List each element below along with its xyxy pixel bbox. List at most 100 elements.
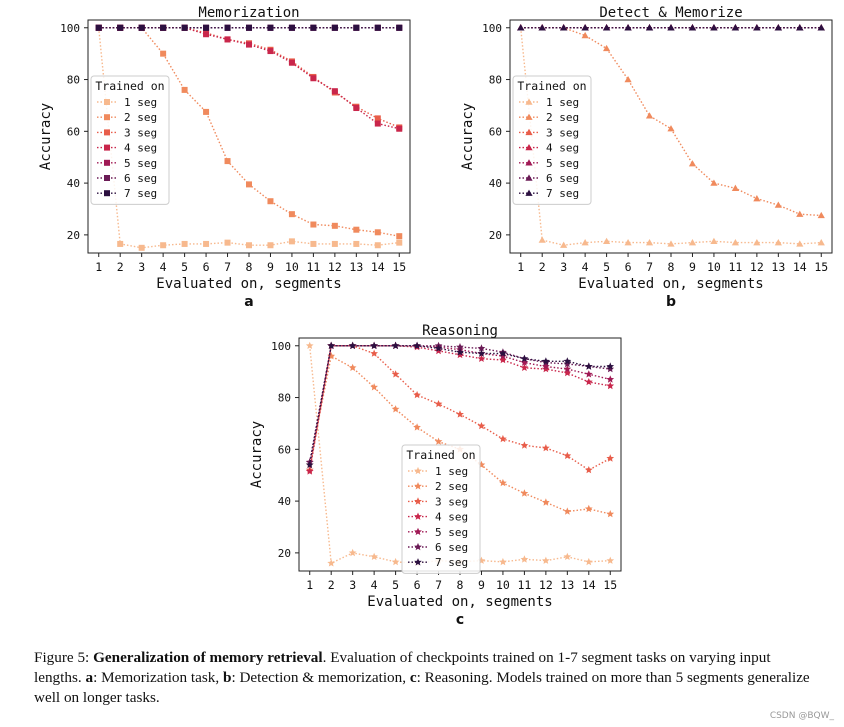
legend-label: 6 seg (546, 172, 579, 185)
data-point (563, 359, 572, 368)
legend-label: 1 seg (435, 465, 468, 478)
y-axis-label: Accuracy (38, 103, 54, 170)
x-tick-label: 14 (793, 260, 807, 274)
data-point (710, 24, 718, 31)
data-point (331, 24, 338, 31)
data-point (203, 240, 210, 247)
data-point (817, 239, 825, 246)
legend-marker (525, 144, 533, 151)
series-line (520, 27, 822, 217)
legend-marker (104, 144, 110, 151)
x-tick-label: 8 (457, 578, 464, 592)
data-point (645, 24, 654, 31)
y-axis-label: Accuracy (460, 103, 476, 170)
data-point (370, 349, 378, 357)
data-point (396, 233, 403, 240)
caption-c-text: : Reasoning. Models trained on more than… (34, 669, 810, 706)
data-point (584, 370, 593, 378)
legend-label: 2 seg (546, 111, 579, 124)
data-point (477, 354, 486, 362)
legend: Trained on 1 seg 2 seg 3 seg 4 seg 5 seg 6 seg… (401, 444, 481, 574)
data-point (310, 240, 317, 247)
series-7-seg (95, 24, 403, 31)
data-point (181, 24, 188, 31)
data-point (517, 24, 525, 31)
data-point (499, 557, 507, 566)
data-point (434, 346, 443, 355)
legend-marker (525, 128, 533, 136)
data-point (434, 344, 443, 352)
legend-label: 3 seg (435, 495, 468, 508)
legend-label: 2 seg (435, 480, 468, 493)
data-point (246, 41, 252, 48)
x-tick-label: 1 (306, 578, 313, 592)
legend-marker (414, 558, 422, 566)
data-point (331, 222, 338, 229)
data-point (305, 460, 314, 469)
data-point (603, 24, 611, 31)
data-point (353, 226, 360, 233)
data-point (160, 24, 167, 31)
x-tick-label: 10 (285, 260, 299, 274)
caption-b-label: b (222, 669, 232, 686)
x-tick-label: 7 (646, 260, 653, 274)
y-tick-label: 20 (489, 229, 502, 242)
legend-label: 7 seg (124, 187, 157, 200)
y-tick-label: 20 (67, 229, 80, 242)
legend-label: 4 seg (546, 142, 579, 155)
data-point (520, 441, 529, 449)
data-point (267, 242, 274, 249)
data-point (645, 112, 654, 119)
data-point (288, 24, 295, 31)
data-point (117, 24, 124, 31)
x-tick-label: 1 (95, 260, 102, 274)
x-tick-label: 14 (371, 260, 385, 274)
data-point (584, 362, 593, 370)
caption-b-text: : Detection & memorization, (231, 669, 410, 686)
data-point (203, 24, 210, 31)
chart-title: Detect & Memorize (599, 5, 742, 21)
x-tick-label: 9 (689, 260, 696, 274)
legend-label: 2 seg (124, 111, 157, 124)
data-point (581, 239, 589, 246)
data-point (310, 221, 317, 228)
data-point (181, 240, 188, 247)
series-7-seg (305, 341, 615, 469)
y-tick-label: 100 (60, 22, 80, 35)
x-tick-label: 6 (414, 578, 421, 592)
legend-marker (104, 99, 110, 105)
data-point (477, 344, 486, 352)
data-point (731, 239, 739, 246)
panel-letter: c (456, 612, 464, 628)
chart-title: Reasoning (422, 323, 498, 339)
data-point (563, 552, 572, 560)
data-point (563, 365, 572, 373)
x-axis-label: Evaluated on, segments (367, 594, 552, 610)
data-point (584, 378, 593, 386)
data-point (95, 24, 102, 31)
data-point (370, 383, 378, 391)
data-point (667, 125, 675, 132)
data-point (305, 341, 314, 349)
data-point (624, 24, 632, 31)
legend-label: 6 seg (435, 541, 468, 554)
data-point (624, 239, 632, 246)
data-point (331, 240, 338, 247)
data-point (606, 454, 615, 462)
caption-text-1: . Evaluation of checkpoints trained on 1… (34, 649, 771, 686)
data-point (817, 211, 825, 219)
legend-marker (104, 190, 110, 197)
data-point (606, 362, 615, 370)
x-tick-label: 1 (517, 260, 524, 274)
data-point (327, 352, 336, 360)
data-point (542, 556, 550, 564)
data-point (563, 357, 572, 365)
panel-letter: a (244, 294, 253, 310)
data-point (160, 242, 167, 249)
legend-label: 5 seg (124, 157, 157, 170)
x-tick-label: 10 (496, 578, 510, 592)
x-tick-label: 3 (138, 260, 145, 274)
legend-box (90, 75, 170, 205)
figure-caption: Figure 5: Generalization of memory retri… (34, 648, 814, 708)
